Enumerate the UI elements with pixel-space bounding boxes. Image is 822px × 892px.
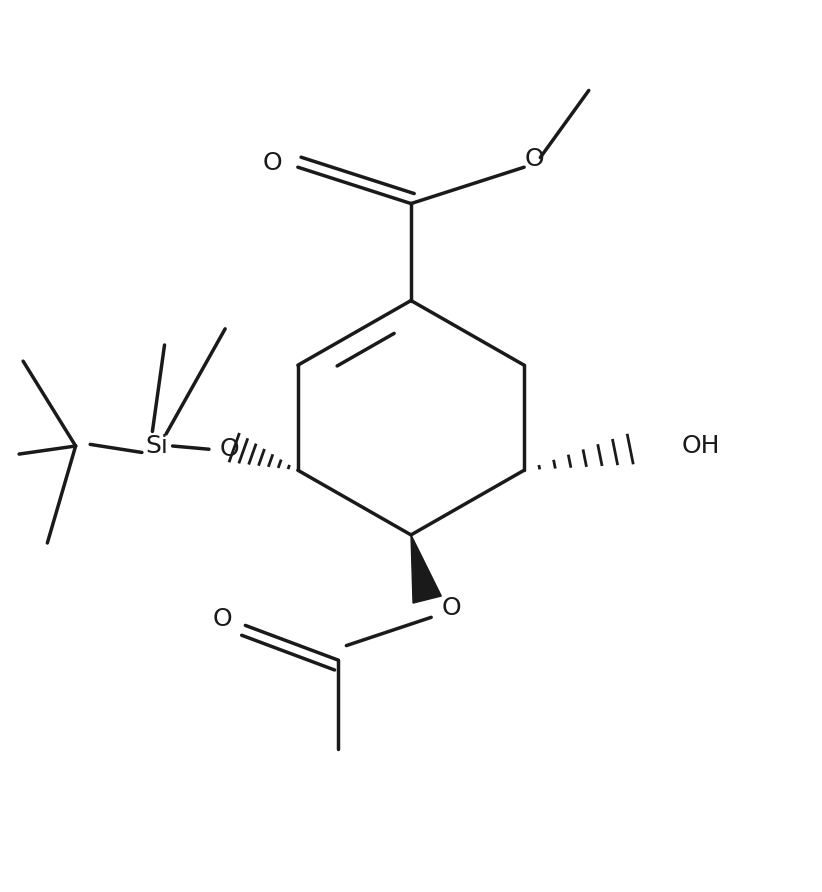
Text: O: O bbox=[524, 147, 544, 171]
Text: O: O bbox=[441, 596, 461, 620]
Text: O: O bbox=[262, 151, 282, 175]
Polygon shape bbox=[411, 535, 441, 603]
Text: O: O bbox=[219, 437, 239, 461]
Text: O: O bbox=[213, 607, 233, 631]
Text: OH: OH bbox=[681, 434, 720, 458]
Text: Si: Si bbox=[145, 434, 168, 458]
